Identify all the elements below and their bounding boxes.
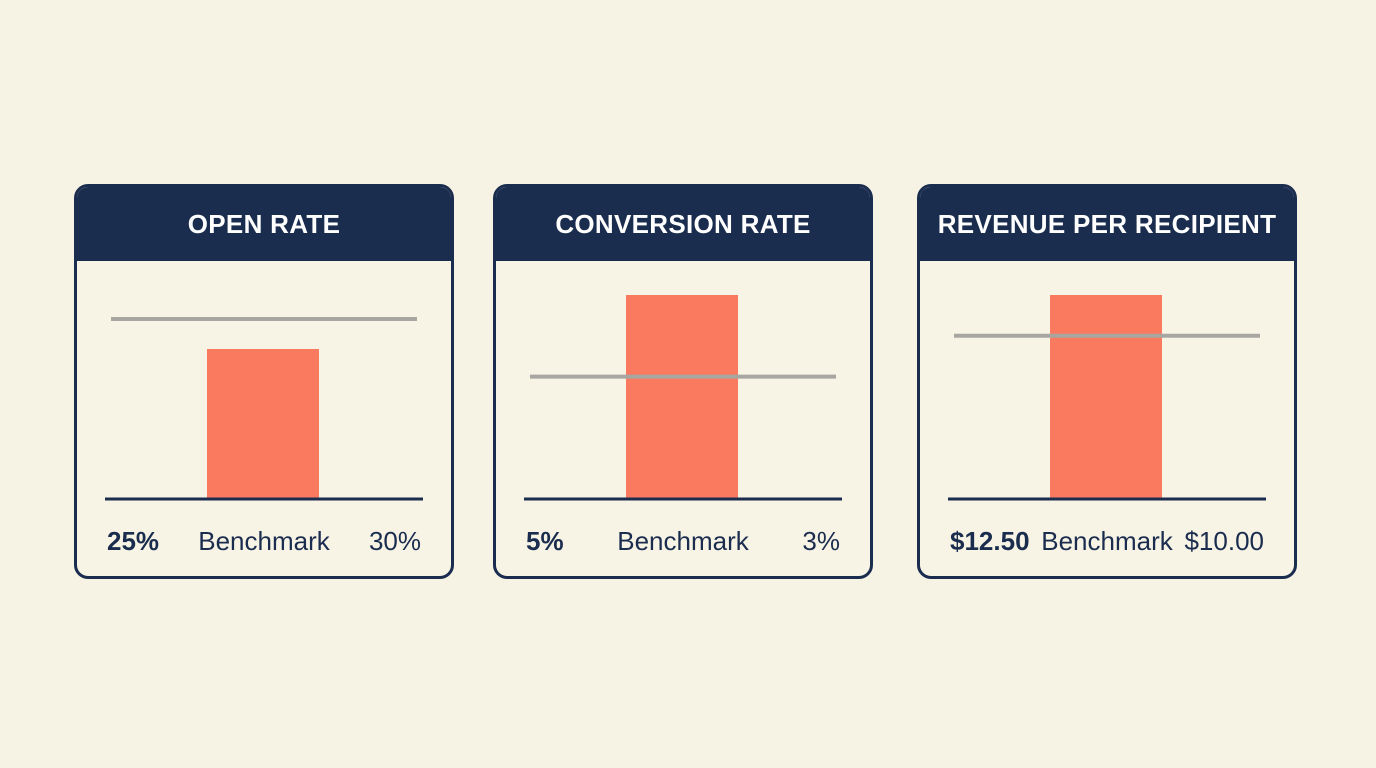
open-rate-footer: 25% Benchmark 30% — [77, 523, 451, 559]
revenue-per-recipient-benchmark-value: $10.00 — [1184, 525, 1264, 556]
revenue-per-recipient-actual-value: $12.50 — [950, 525, 1030, 556]
revenue-per-recipient-bar — [1050, 295, 1162, 499]
conversion-rate-card: CONVERSION RATE 5% Benchmark 3% — [493, 184, 873, 579]
conversion-rate-bar — [626, 295, 738, 499]
revenue-per-recipient-title: REVENUE PER RECIPIENT — [920, 187, 1294, 261]
revenue-per-recipient-footer: $12.50 Benchmark $10.00 — [920, 523, 1294, 559]
open-rate-bar — [207, 349, 319, 499]
open-rate-benchmark-label: Benchmark — [198, 525, 330, 556]
conversion-rate-footer: 5% Benchmark 3% — [496, 523, 870, 559]
conversion-rate-benchmark-value: 3% — [802, 525, 840, 556]
open-rate-plot — [105, 317, 423, 501]
revenue-per-recipient-benchmark-label: Benchmark — [1041, 525, 1173, 556]
revenue-per-recipient-plot — [948, 295, 1266, 501]
conversion-rate-actual-value: 5% — [526, 525, 564, 556]
open-rate-card: OPEN RATE 25% Benchmark 30% — [74, 184, 454, 579]
open-rate-actual-value: 25% — [107, 525, 160, 556]
conversion-rate-title: CONVERSION RATE — [496, 187, 870, 261]
conversion-rate-benchmark-label: Benchmark — [617, 525, 749, 556]
open-rate-title: OPEN RATE — [77, 187, 451, 261]
open-rate-benchmark-value: 30% — [368, 525, 421, 556]
conversion-rate-plot — [524, 295, 842, 501]
revenue-per-recipient-card: REVENUE PER RECIPIENT $12.50 Benchmark $… — [917, 184, 1297, 579]
